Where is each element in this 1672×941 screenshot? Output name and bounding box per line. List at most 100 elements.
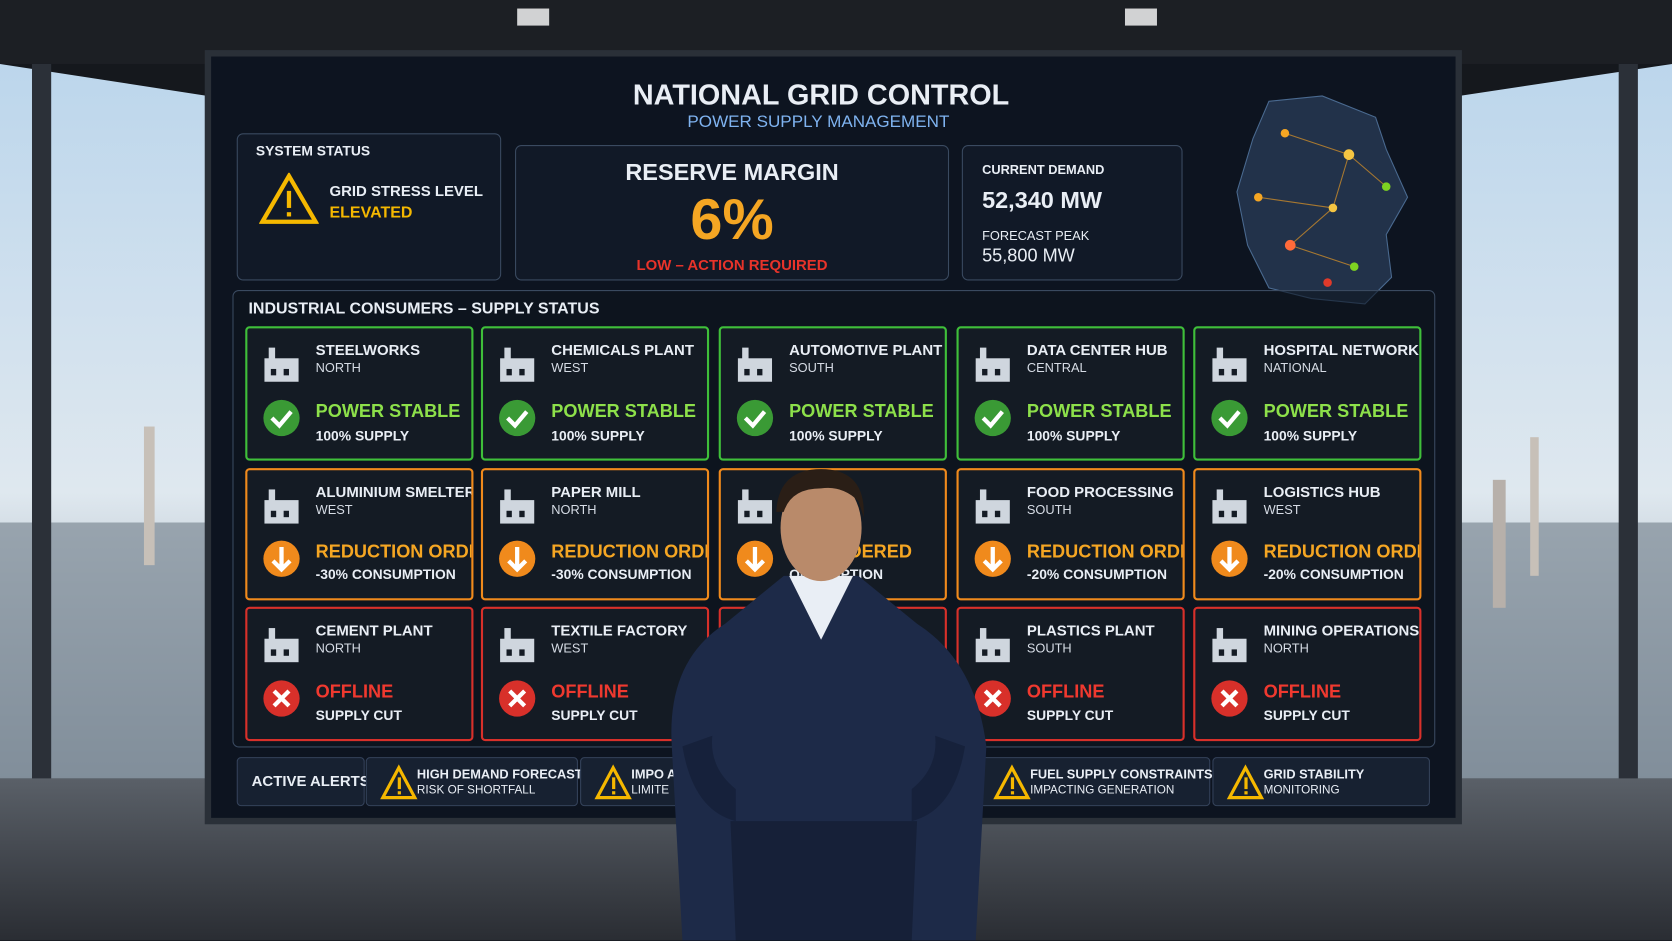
consumer-region: NORTH: [1263, 640, 1309, 656]
subtitle: POWER SUPPLY MANAGEMENT: [687, 113, 950, 132]
consumer-status: OFFLINE: [1026, 681, 1105, 702]
facility-icon: [975, 628, 1010, 663]
consumer-status: OFFLINE: [315, 681, 394, 702]
status-icon: [1211, 540, 1248, 577]
consumer-card: TEXTILE FACTORY WEST OFFLINE SUPPLY CUT: [480, 606, 710, 742]
consumer-detail: 100% SUPPLY: [315, 427, 410, 444]
consumer-detail: SUPPLY CUT: [1026, 706, 1114, 723]
section-title: INDUSTRIAL CONSUMERS – SUPPLY STATUS: [248, 299, 600, 318]
label: SYSTEM STATUS: [255, 142, 371, 159]
status-icon: [1211, 399, 1248, 437]
forecast-value: 55,800 MW: [982, 245, 1075, 266]
consumer-detail: SUPPLY CUT: [315, 706, 402, 723]
consumer-name: LOGISTICS HUB: [1263, 483, 1381, 501]
consumer-name: CHEMICALS PLANT: [551, 341, 694, 359]
consumer-card: PLASTICS PLANT SOUTH OFFLINE SUPPLY CUT: [956, 606, 1185, 742]
consumer-status: POWER STABLE: [789, 400, 934, 422]
consumer-name: PAPER MILL: [551, 483, 641, 501]
consumer-card: MINING OPERATIONS NORTH OFFLINE SUPPLY CUT: [1193, 606, 1422, 742]
consumer-card: CEMENT PLANT NORTH OFFLINE SUPPLY CUT: [245, 606, 474, 742]
consumer-region: WEST: [551, 360, 589, 376]
warning-icon: [259, 172, 319, 224]
alert-icon: [380, 764, 418, 800]
facility-icon: [500, 628, 535, 663]
consumer-name: STEELWORKS: [315, 341, 421, 359]
consumer-detail: 100% SUPPLY: [551, 427, 645, 444]
status-icon: [736, 540, 774, 577]
facility-icon: [975, 489, 1010, 524]
consumer-detail: 100% SUPPLY: [1263, 427, 1358, 444]
consumer-detail: -30% CONSUMPTION: [315, 566, 456, 583]
consumer-name: HOSPITAL NETWORK: [1263, 341, 1419, 359]
value: 52,340 MW: [982, 186, 1103, 214]
consumer-card: DATA CENTER HUB CENTRAL POWER STABLE 100% S…: [956, 326, 1185, 461]
level: ELEVATED: [329, 203, 413, 222]
consumer-detail: -20% CONSUMPTION: [1263, 566, 1404, 583]
alert-item: HIGH DEMAND FORECAST RISK OF SHORTFALL: [365, 757, 583, 807]
system-status-panel: SYSTEM STATUS GRID STRESS LEVEL ELEVATED: [236, 133, 502, 281]
consumer-detail: 100% SUPPLY: [789, 427, 883, 444]
consumer-name: TEXTILE FACTORY: [551, 621, 688, 639]
status-icon: [974, 540, 1011, 577]
alert-detail: RISK OF SHORTFALL: [416, 783, 536, 797]
alert-detail: IMPACTING GENERATION: [1030, 783, 1175, 797]
status-icon: [1211, 680, 1248, 717]
consumer-detail: -30% CONSUMPTION: [551, 566, 692, 583]
facility-icon: [1212, 489, 1247, 524]
consumer-name: MINING OPERATIONS: [1263, 621, 1420, 639]
alert-icon: [993, 764, 1031, 800]
status-icon: [263, 399, 300, 437]
facility-icon: [264, 628, 299, 663]
facility-icon: [500, 489, 535, 524]
status-icon: [736, 399, 774, 437]
alert-detail: LIMITE: [631, 783, 670, 797]
forecast-label: FORECAST PEAK: [982, 228, 1090, 244]
consumer-region: WEST: [315, 502, 353, 518]
consumer-card: HOSPITAL NETWORK NATIONAL POWER STABLE 100%…: [1193, 326, 1422, 461]
alert-title: FUEL SUPPLY CONSTRAINTS: [1030, 766, 1213, 782]
consumer-status: REDUCTION ORDERED: [1263, 541, 1420, 562]
consumer-detail: SUPPLY CUT: [551, 706, 638, 723]
facility-icon: [1212, 628, 1247, 663]
consumer-name: FOOD PROCESSING: [1026, 483, 1174, 501]
alerts-label-box: ACTIVE ALERTS: [236, 757, 370, 807]
consumer-status: POWER STABLE: [1263, 400, 1409, 422]
alert-icon: [1226, 764, 1265, 800]
alerts-label: ACTIVE ALERTS: [251, 772, 370, 790]
consumer-name: PLASTICS PLANT: [1026, 621, 1155, 639]
consumer-status: POWER STABLE: [1026, 400, 1172, 422]
consumer-name: AUTOMOTIVE PLANT: [789, 341, 943, 359]
consumer-name: ALUMINIUM SMELTER: [315, 483, 474, 501]
consumer-region: NORTH: [315, 640, 361, 656]
consumer-region: CENTRAL: [1026, 360, 1087, 376]
status-icon: [974, 680, 1011, 717]
label: RESERVE MARGIN: [625, 158, 839, 186]
alert-item: GRID STABILITY MONITORING: [1212, 757, 1430, 807]
consumer-region: SOUTH: [1026, 502, 1072, 518]
consumer-region: SOUTH: [1026, 640, 1072, 656]
consumer-region: WEST: [551, 640, 589, 656]
consumer-detail: -20% CONSUMPTION: [1026, 566, 1168, 583]
consumer-status: POWER STABLE: [315, 400, 461, 422]
consumer-region: NORTH: [315, 360, 361, 376]
consumer-status: REDUCTION ORDERED: [315, 541, 472, 562]
consumer-region: NATIONAL: [1263, 360, 1327, 376]
demand-panel: CURRENT DEMAND 52,340 MW FORECAST PEAK 5…: [961, 145, 1183, 281]
status-icon: [499, 540, 536, 577]
facility-icon: [737, 347, 773, 382]
value: 6%: [690, 187, 774, 252]
label: CURRENT DEMAND: [982, 162, 1105, 178]
consumer-status: REDUCTION ORDERED: [1026, 541, 1183, 562]
consumer-status: OFFLINE: [1263, 681, 1342, 702]
status-icon: [263, 680, 300, 717]
status-icon: [263, 540, 300, 577]
consumer-card: AUTOMOTIVE PLANT SOUTH POWER STABLE 100% SU…: [718, 326, 947, 461]
consumer-region: WEST: [1263, 502, 1301, 518]
facility-icon: [500, 347, 535, 382]
